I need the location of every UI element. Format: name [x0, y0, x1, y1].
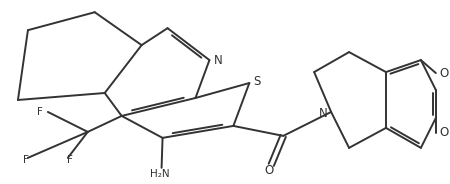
- Text: H₂N: H₂N: [150, 169, 169, 179]
- Text: N: N: [319, 107, 327, 121]
- Text: O: O: [440, 67, 449, 79]
- Text: F: F: [37, 107, 43, 117]
- Text: N: N: [213, 54, 222, 67]
- Text: F: F: [23, 155, 29, 165]
- Text: O: O: [265, 164, 274, 177]
- Text: O: O: [440, 126, 449, 139]
- Text: S: S: [253, 75, 261, 88]
- Text: F: F: [67, 155, 73, 165]
